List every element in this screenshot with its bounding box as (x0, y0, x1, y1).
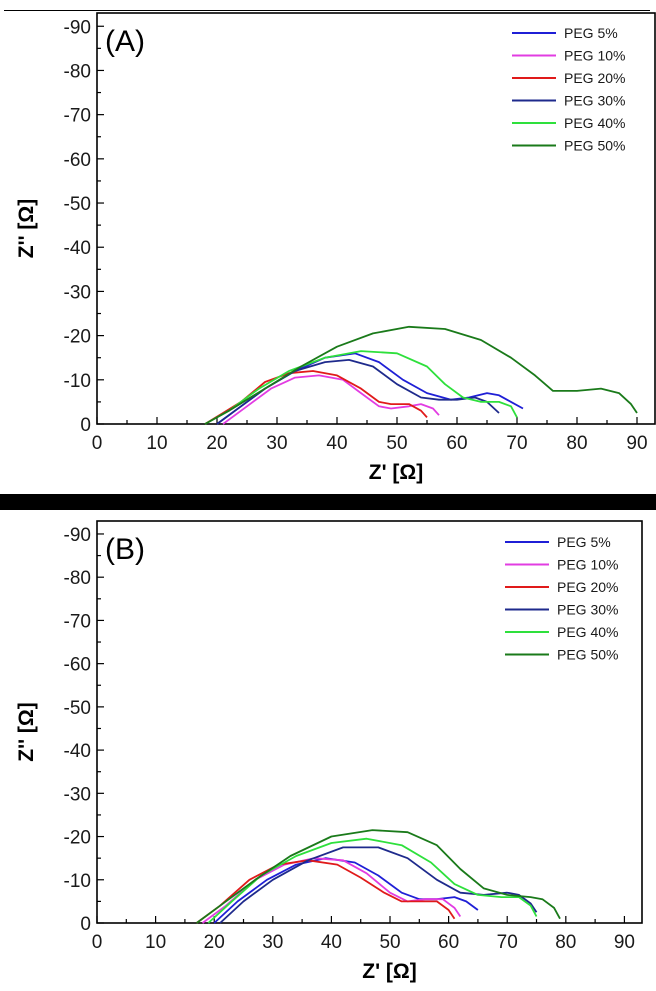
chart-b-y-tick-label: -90 (64, 525, 91, 546)
chart-b-series-line-4 (219, 846, 538, 924)
chart-b-x-tick-label: 70 (497, 932, 518, 953)
chart-a-y-tick-label: -20 (64, 327, 91, 348)
chart-b-x-tick-label: 20 (204, 932, 225, 953)
chart-a-series-line-2 (222, 374, 440, 425)
chart-b-x-tick-label: 50 (379, 932, 400, 953)
chart-b-x-tick-label: 0 (92, 932, 103, 953)
chart-a-x-tick-label: 70 (506, 433, 527, 454)
chart-a-plot-frame (96, 12, 656, 425)
chart-b-y-tick-label: -80 (64, 568, 91, 589)
chart-a-x-axis-title: Z' [Ω] (369, 461, 423, 484)
chart-a-series-line-3 (204, 370, 428, 425)
chart-a-x-tick-label: 60 (446, 433, 467, 454)
chart-b-y-tick-label: -70 (64, 611, 91, 632)
chart-b-x-tick-label: 30 (262, 932, 283, 953)
chart-a-series-line-1 (216, 352, 524, 425)
chart-b-y-tick-label: -60 (64, 655, 91, 676)
chart-a-x-tick-label: 30 (266, 433, 287, 454)
chart-b-y-tick-label: -50 (64, 698, 91, 719)
chart-b-legend-label: PEG 10% (557, 557, 618, 573)
chart-a-legend-label: PEG 50% (564, 138, 625, 154)
chart-a-y-tick-label: -80 (64, 61, 91, 82)
chart-b-panel-label: (B) (105, 533, 145, 566)
chart-a-y-tick-label: -50 (64, 194, 91, 215)
chart-b-x-tick-label: 80 (555, 932, 576, 953)
chart-a-y-axis-title: Z'' [Ω] (15, 199, 38, 258)
chart-a-panel-label: (A) (105, 25, 145, 58)
chart-b-series-line-1 (213, 857, 479, 924)
chart-a-y-tick-label: -90 (64, 17, 91, 38)
chart-a-y-tick-label: -70 (64, 106, 91, 127)
chart-a-svg: 0 10 20 30 40 50 60 70 80 90 0 -10 -20 -30 -40 -50 -60 -7… (15, 12, 656, 484)
chart-b-y-axis-title: Z'' [Ω] (15, 702, 38, 761)
chart-a-legend-label: PEG 40% (564, 115, 625, 131)
chart-a-y-tick-label: -40 (64, 238, 91, 259)
chart-panel-a: 0 10 20 30 40 50 60 70 80 90 0 -10 -20 -30 -40 -50 -60 -7… (0, 0, 656, 494)
chart-a-series-line-5 (204, 350, 518, 425)
chart-a-y-tick-label: 0 (80, 415, 91, 436)
chart-b-x-tick-label: 10 (145, 932, 166, 953)
chart-panel-b: 0 10 20 30 40 50 60 70 80 90 0 -10 -20 -30 -40 -50 -60 -7… (0, 510, 656, 991)
chart-a-legend-label: PEG 10% (564, 48, 625, 64)
chart-a-y-tick-label: -10 (64, 371, 91, 392)
chart-a-x-tick-label: 50 (386, 433, 407, 454)
chart-a-x-tick-label: 0 (92, 433, 103, 454)
chart-a-x-tick-label: 90 (626, 433, 647, 454)
chart-a-x-tick-label: 10 (146, 433, 167, 454)
chart-b-plot-frame (96, 520, 643, 924)
chart-a-y-tick-label: -30 (64, 282, 91, 303)
chart-a-y-tick-label: -60 (64, 150, 91, 171)
chart-b-legend-label: PEG 20% (557, 579, 618, 595)
chart-b-legend-label: PEG 30% (557, 602, 618, 618)
chart-a-x-tick-label: 20 (206, 433, 227, 454)
chart-a-x-tick-label: 80 (566, 433, 587, 454)
chart-b-x-axis-title: Z' [Ω] (362, 960, 416, 983)
chart-b-svg: 0 10 20 30 40 50 60 70 80 90 0 -10 -20 -30 -40 -50 -60 -7… (15, 520, 643, 983)
chart-b-x-tick-label: 60 (438, 932, 459, 953)
chart-b-series-line-5 (207, 837, 538, 924)
chart-b-y-tick-label: 0 (80, 914, 91, 935)
chart-b-y-tick-label: -20 (64, 828, 91, 849)
chart-b-x-tick-label: 90 (614, 932, 635, 953)
chart-a-x-tick-label: 40 (326, 433, 347, 454)
chart-b-legend-label: PEG 40% (557, 624, 618, 640)
top-border-line (4, 10, 650, 11)
panel-divider (0, 494, 656, 510)
chart-b-x-tick-label: 40 (321, 932, 342, 953)
chart-b-legend-label: PEG 5% (557, 534, 611, 550)
chart-b-y-tick-label: -10 (64, 871, 91, 892)
chart-b-y-tick-label: -30 (64, 784, 91, 805)
chart-a-legend-label: PEG 20% (564, 70, 625, 86)
chart-b-y-tick-label: -40 (64, 741, 91, 762)
chart-a-legend-label: PEG 30% (564, 93, 625, 109)
chart-a-series-line-6 (204, 325, 638, 425)
chart-a-legend-label: PEG 5% (564, 25, 618, 41)
chart-b-series-line-3 (196, 859, 456, 924)
chart-b-legend-label: PEG 50% (557, 647, 618, 663)
chart-b-series-line-6 (196, 829, 561, 924)
